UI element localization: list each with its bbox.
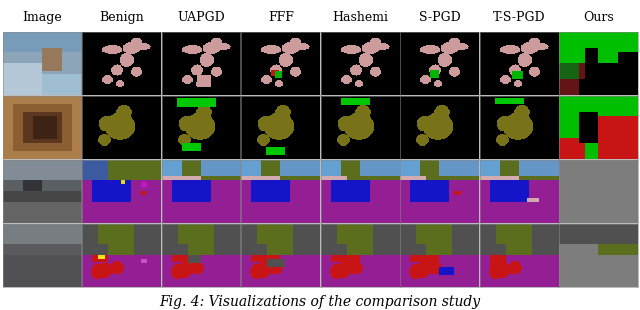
Text: Benign: Benign (99, 11, 144, 24)
Text: FFF: FFF (268, 11, 294, 24)
Text: Hashemi: Hashemi (332, 11, 388, 24)
Text: T-S-PGD: T-S-PGD (493, 11, 546, 24)
Text: Ours: Ours (584, 11, 614, 24)
Text: Image: Image (22, 11, 62, 24)
Text: Fig. 4: Visualizations of the comparison study: Fig. 4: Visualizations of the comparison… (159, 295, 481, 309)
Text: S-PGD: S-PGD (419, 11, 461, 24)
Text: UAPGD: UAPGD (177, 11, 225, 24)
